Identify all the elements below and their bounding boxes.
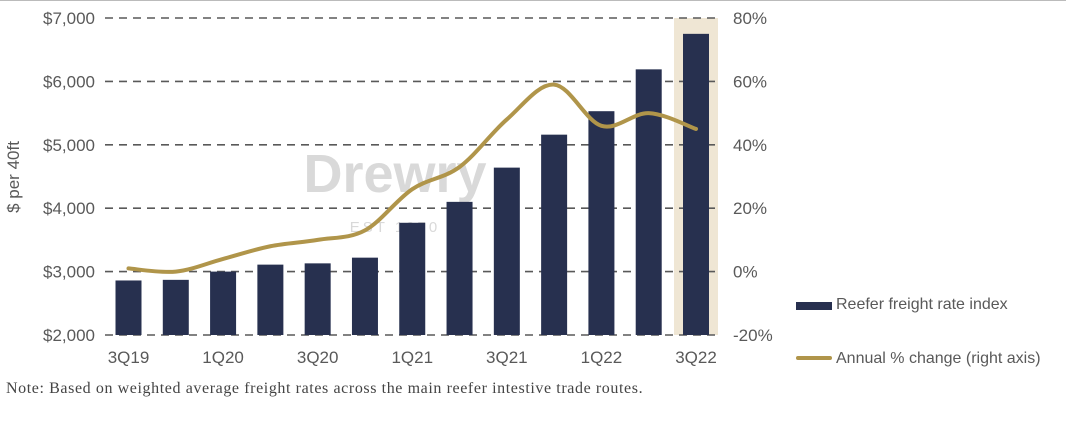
y-tick-left: $3,000	[43, 263, 95, 282]
x-tick: 1Q20	[202, 348, 244, 367]
bar-1Q20	[210, 271, 237, 335]
y-axis-label: $ per 40ft	[4, 141, 23, 213]
bar-4Q19	[162, 279, 189, 335]
y-tick-right: 0%	[733, 263, 758, 282]
y-tick-right: 60%	[733, 72, 767, 91]
bar-1Q22	[588, 111, 615, 335]
bar-3Q21	[493, 167, 520, 335]
legend-label-line: Annual % change (right axis)	[836, 350, 1041, 367]
x-tick: 3Q19	[108, 348, 150, 367]
bar-4Q20	[351, 257, 378, 335]
bar-3Q22	[683, 33, 709, 335]
y-tick-left: $2,000	[43, 326, 95, 345]
x-tick: 3Q22	[675, 348, 717, 367]
bar-2Q21	[446, 201, 473, 335]
y-tick-left: $6,000	[43, 72, 95, 91]
y-tick-right: 20%	[733, 199, 767, 218]
bar-2Q20	[257, 264, 284, 335]
bar-1Q21	[399, 222, 426, 335]
y-tick-left: $7,000	[43, 9, 95, 28]
x-tick: 3Q20	[297, 348, 339, 367]
y-tick-left: $4,000	[43, 199, 95, 218]
x-tick: 3Q21	[486, 348, 528, 367]
x-tick: 1Q21	[391, 348, 433, 367]
bar-2Q22	[635, 69, 662, 335]
bar-3Q20	[304, 263, 331, 335]
bar-4Q21	[541, 134, 568, 335]
watermark-est: EST 1970	[350, 219, 440, 236]
chart-note: Note: Based on weighted average freight …	[6, 380, 644, 397]
x-tick: 1Q22	[581, 348, 623, 367]
watermark-logo: Drewry	[303, 144, 486, 204]
bar-3Q19	[115, 280, 142, 335]
top-border	[0, 0, 1066, 1]
legend-swatch-bar	[796, 302, 832, 310]
y-tick-right: -20%	[733, 326, 773, 345]
y-tick-right: 80%	[733, 9, 767, 28]
y-tick-left: $5,000	[43, 136, 95, 155]
legend-swatch-line	[796, 356, 832, 360]
y-tick-right: 40%	[733, 136, 767, 155]
legend-label-bar: Reefer freight rate index	[836, 296, 1008, 313]
